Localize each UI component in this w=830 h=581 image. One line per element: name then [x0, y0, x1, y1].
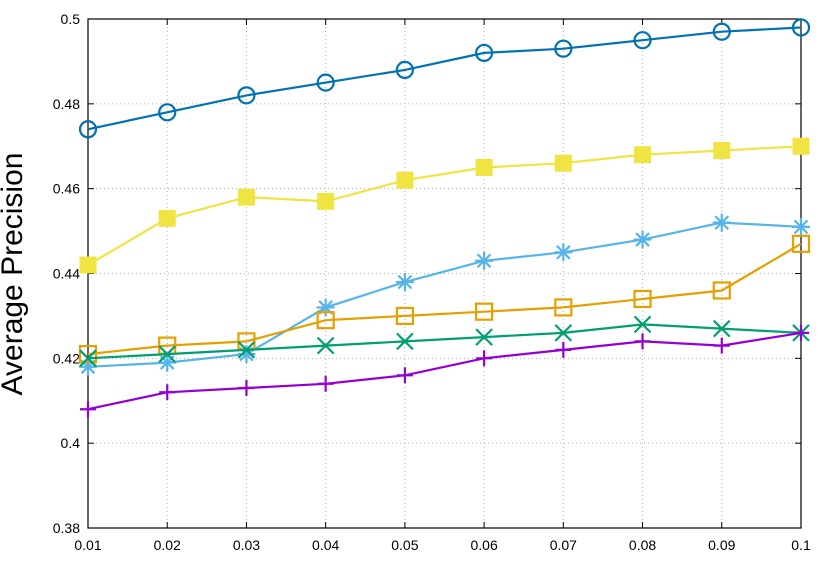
asterisk-marker [395, 272, 414, 291]
filled-square-marker [237, 188, 255, 206]
x-cross-marker [554, 324, 573, 342]
circle-marker [475, 43, 494, 63]
plus-marker [80, 401, 96, 418]
y-tick-label: 0.44 [53, 266, 80, 282]
filled-square-marker [475, 158, 493, 176]
open-square-marker [554, 298, 573, 317]
plus-marker [317, 375, 334, 392]
x-tick-label: 0.05 [391, 537, 418, 553]
filled-square-marker [713, 141, 731, 159]
open-square-marker [395, 306, 414, 326]
plus-marker [713, 337, 730, 354]
plus-marker [793, 324, 809, 341]
y-axis-title: Average Precision [0, 153, 29, 396]
asterisk-marker [79, 357, 97, 376]
y-tick-label: 0.42 [53, 350, 80, 366]
asterisk-marker [633, 230, 652, 249]
filled-square-marker [792, 137, 810, 155]
asterisk-marker [792, 217, 810, 236]
x-tick-label: 0.09 [708, 537, 735, 553]
x-tick-label: 0.1 [791, 537, 811, 553]
plus-marker [238, 380, 255, 397]
series-line [87, 145, 802, 266]
filled-square-marker [396, 171, 414, 189]
circle-marker [316, 73, 335, 92]
open-square-marker [712, 281, 731, 300]
series-line [87, 242, 802, 356]
grid-lines [88, 19, 801, 528]
filled-square-marker [554, 154, 572, 172]
circle-marker [395, 60, 414, 80]
circle-marker [158, 103, 177, 122]
asterisk-marker [475, 251, 494, 270]
series-6 [80, 324, 809, 418]
y-tick-label: 0.5 [61, 11, 81, 27]
open-square-marker [633, 289, 652, 309]
axis-ticks: 0.01 0.02 0.03 0.04 0.05 0.06 0.07 0.08 0.09 0.1 0… [53, 11, 811, 553]
filled-square-marker [634, 146, 652, 164]
x-cross-marker [475, 328, 493, 346]
x-tick-label: 0.07 [550, 537, 577, 553]
x-tick-label: 0.03 [233, 537, 260, 553]
asterisk-marker [554, 243, 573, 262]
series-line [87, 323, 802, 360]
circle-marker [554, 39, 573, 58]
x-tick-label: 0.01 [74, 537, 101, 553]
circle-marker [791, 18, 811, 37]
asterisk-marker [712, 213, 731, 232]
circle-marker [237, 86, 256, 105]
filled-square-marker [158, 209, 176, 227]
asterisk-marker [237, 345, 256, 364]
series-line [87, 221, 802, 368]
x-cross-marker [633, 315, 652, 334]
circle-marker [78, 120, 98, 139]
x-tick-label: 0.04 [312, 537, 339, 553]
x-tick-label: 0.06 [470, 537, 497, 553]
y-tick-label: 0.4 [61, 435, 81, 451]
x-cross-marker [237, 341, 256, 359]
plus-marker [634, 333, 651, 350]
filled-square-marker [317, 192, 335, 210]
filled-square-marker [79, 256, 97, 274]
plus-marker [159, 384, 176, 401]
x-cross-marker [396, 332, 414, 351]
series-1 [78, 18, 811, 139]
x-cross-marker [79, 349, 97, 368]
open-square-marker [475, 302, 494, 321]
circle-marker [633, 31, 652, 50]
circle-marker [712, 22, 731, 41]
x-cross-marker [316, 336, 335, 355]
y-tick-label: 0.48 [53, 96, 80, 112]
plus-marker [476, 350, 493, 367]
open-square-marker [78, 344, 98, 364]
series-2 [79, 137, 810, 274]
plus-marker [396, 367, 413, 384]
x-tick-label: 0.02 [154, 537, 181, 553]
open-square-marker [791, 234, 811, 253]
asterisk-marker [316, 298, 335, 317]
series-line [87, 331, 802, 411]
x-cross-marker [713, 319, 731, 338]
series-group [78, 18, 811, 418]
y-tick-label: 0.38 [53, 520, 80, 536]
open-square-marker [316, 311, 335, 330]
asterisk-marker [158, 353, 177, 372]
series-5 [79, 315, 810, 368]
series-line [87, 26, 802, 131]
series-3 [79, 213, 810, 376]
x-cross-marker [158, 345, 176, 363]
plus-marker [555, 341, 572, 358]
series-4 [78, 234, 811, 364]
x-tick-label: 0.08 [629, 537, 656, 553]
y-tick-label: 0.46 [53, 181, 80, 197]
